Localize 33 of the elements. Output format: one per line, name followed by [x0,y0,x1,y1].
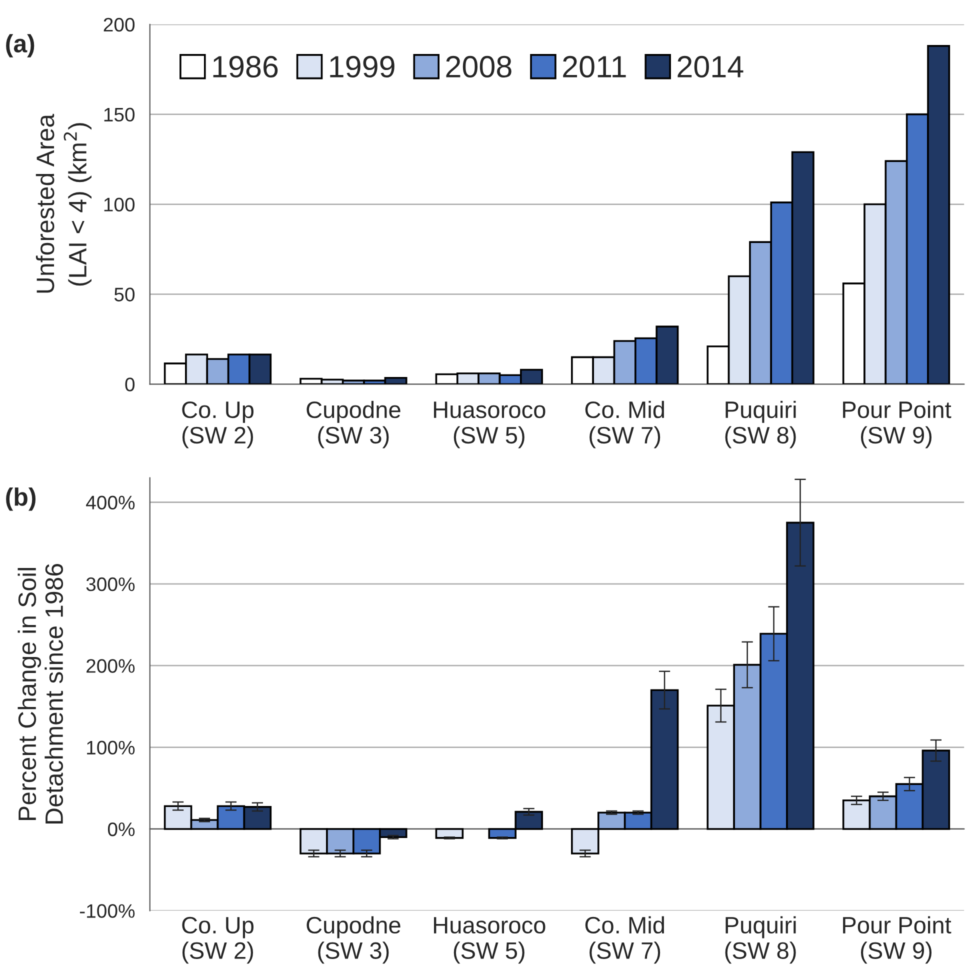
x-tick-label: Co. Up (SW 2) [182,401,254,448]
y-tick-label: 200 [104,18,135,32]
chart-title: (a) [6,34,34,58]
y-tick-label: -100% [80,904,135,918]
y-tick-label: 150 [104,108,135,122]
y-tick-label: 100 [104,198,135,212]
legend-label: 1986 [213,56,278,78]
x-tick-label: Co. Mid (SW 7) [585,400,664,448]
y-tick-label: 400% [86,496,135,510]
legend-label: 2011 [563,56,626,78]
legend-label: 1999 [330,56,394,78]
y-tick-label: 0 [125,378,135,392]
chart-title: (b) [6,488,36,511]
x-tick-label: Cupodne (SW 3) [306,916,400,964]
y-tick-label: 200% [86,659,135,673]
y-axis-title: Percent Change in Soil Detachment since 1986 [18,564,64,824]
y-tick-label: 100% [87,740,135,755]
y-tick-label: 0% [108,822,135,836]
x-tick-label: Co. Mid (SW 7) [585,916,664,964]
bar [435,828,464,839]
legend-label: 2008 [446,56,512,78]
y-tick-label: 50 [114,288,135,302]
y-axis-title: Unforested Area (LAI < 4) (km$^{2}$) [36,114,92,293]
legend-label: 2014 [678,56,744,78]
x-tick-label: Huasoroco (SW 5) [434,402,546,448]
x-tick-label: Cupodne (SW 3) [306,400,400,448]
x-tick-label: Pour Point (SW 9) [843,916,952,964]
y-tick-label: 300% [86,577,135,592]
x-tick-label: Huasoroco (SW 5) [434,917,546,964]
x-tick-label: Puquiri (SW 8) [725,400,796,448]
x-tick-label: Co. Up (SW 2) [182,916,254,964]
x-tick-label: Puquiri (SW 8) [725,916,796,964]
x-tick-label: Pour Point (SW 9) [843,400,952,448]
